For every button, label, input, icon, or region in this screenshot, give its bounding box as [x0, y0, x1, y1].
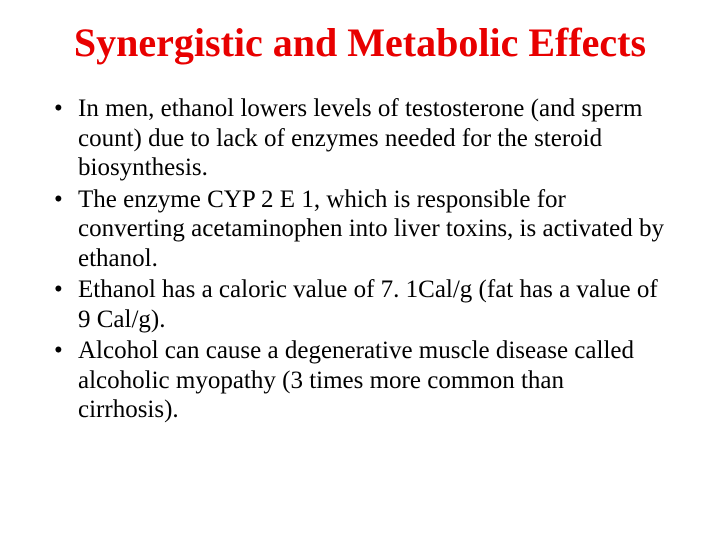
- bullet-item: The enzyme CYP 2 E 1, which is responsib…: [78, 185, 670, 274]
- bullet-item: Alcohol can cause a degenerative muscle …: [78, 336, 670, 425]
- bullet-item: In men, ethanol lowers levels of testost…: [78, 94, 670, 183]
- bullet-list: In men, ethanol lowers levels of testost…: [50, 94, 670, 425]
- slide-title: Synergistic and Metabolic Effects: [50, 20, 670, 66]
- bullet-item: Ethanol has a caloric value of 7. 1Cal/g…: [78, 275, 670, 334]
